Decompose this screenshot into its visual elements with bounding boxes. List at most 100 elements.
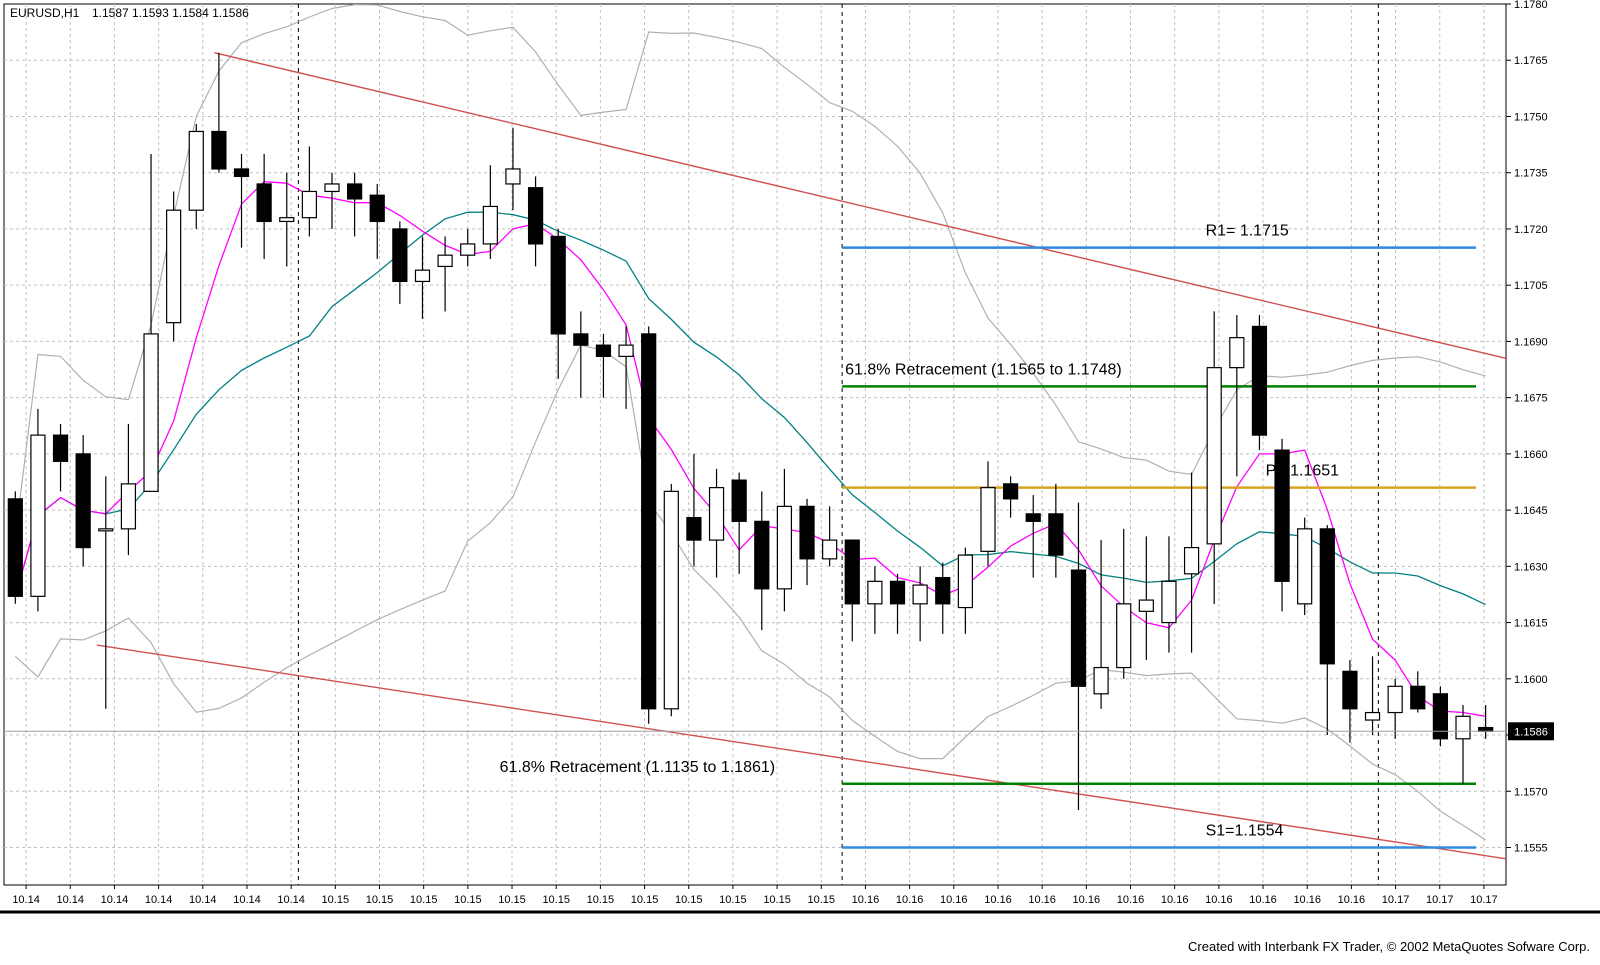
candle-bearish — [799, 505, 815, 560]
candle-bearish — [595, 344, 612, 358]
x-tick-label: 10.15 — [719, 894, 747, 906]
candle-bearish — [52, 434, 69, 462]
candle-bullish — [822, 539, 838, 560]
y-tick-label: 1.1600 — [1514, 674, 1548, 686]
candle-bullish — [1138, 599, 1154, 612]
candle-bullish — [1206, 367, 1222, 545]
candle-bearish — [7, 498, 23, 597]
candle-bearish — [1319, 528, 1335, 665]
channel-lower-line — [96, 644, 1507, 860]
x-tick-label: 10.15 — [454, 894, 482, 906]
candle-bullish — [120, 483, 137, 530]
candle-bullish — [143, 333, 159, 492]
y-tick-label: 1.1660 — [1514, 449, 1548, 461]
candle-bearish — [1432, 693, 1449, 740]
slow-moving-average-line — [14, 211, 1486, 606]
y-tick-label: 1.1750 — [1514, 111, 1548, 123]
y-tick-label: 1.1720 — [1514, 224, 1548, 236]
candle-bullish — [708, 487, 725, 541]
y-tick-label: 1.1615 — [1514, 618, 1548, 630]
current-price-label: 1.1586 — [1514, 726, 1548, 738]
y-tick-label: 1.1555 — [1514, 843, 1548, 855]
candle-bullish — [188, 130, 204, 211]
x-tick-label: 10.16 — [1028, 894, 1056, 906]
candle-bearish — [369, 194, 385, 223]
candle-bullish — [324, 183, 340, 193]
y-tick-label: 1.1780 — [1514, 0, 1548, 11]
candle-bearish — [935, 576, 951, 605]
y-tick-label: 1.1645 — [1514, 505, 1548, 517]
candle-bearish — [1048, 513, 1064, 556]
level-label-R1: R1= 1.1715 — [1206, 223, 1289, 240]
candle-bearish — [1274, 449, 1290, 582]
level-label-retrace-upper: 61.8% Retracement (1.1565 to 1.1748) — [845, 361, 1122, 378]
channel-upper-line — [214, 52, 1507, 359]
x-tick-label: 10.15 — [587, 894, 615, 906]
y-tick-label: 1.1765 — [1514, 55, 1548, 67]
x-tick-label: 10.15 — [807, 894, 835, 906]
x-tick-label: 10.14 — [56, 894, 84, 906]
x-tick-label: 10.16 — [1117, 894, 1145, 906]
candle-bullish — [912, 584, 928, 605]
candle-bearish — [1002, 483, 1019, 500]
x-tick-label: 10.14 — [145, 894, 173, 906]
current-price-tag — [1508, 722, 1554, 741]
candle-bullish — [301, 190, 317, 219]
x-tick-label: 10.14 — [12, 894, 40, 906]
candle-bullish — [957, 554, 973, 609]
candle-bullish — [1229, 337, 1245, 369]
candle-bearish — [256, 183, 272, 223]
x-tick-label: 10.17 — [1426, 894, 1454, 906]
plot-frame — [3, 3, 1507, 886]
candle-bullish — [1455, 715, 1471, 740]
candle-bullish — [30, 434, 46, 597]
candle-bullish — [867, 580, 883, 605]
candle-bearish — [731, 479, 747, 522]
candle-bearish — [573, 333, 589, 346]
x-tick-label: 10.14 — [189, 894, 217, 906]
y-tick-label: 1.1570 — [1514, 786, 1548, 798]
candle-bullish — [1183, 546, 1200, 575]
x-tick-label: 10.14 — [101, 894, 129, 906]
candle-bullish — [776, 505, 793, 590]
candle-bullish — [98, 528, 114, 532]
x-tick-label: 10.17 — [1470, 894, 1498, 906]
level-label-S1: S1=1.1554 — [1206, 823, 1284, 840]
x-tick-label: 10.15 — [542, 894, 570, 906]
candle-bullish — [482, 205, 498, 245]
candle-bearish — [641, 333, 657, 710]
x-tick-label: 10.17 — [1382, 894, 1410, 906]
candle-bearish — [1342, 670, 1358, 710]
candle-bearish — [844, 539, 860, 605]
x-tick-label: 10.14 — [233, 894, 261, 906]
candle-bullish — [505, 168, 521, 185]
x-tick-label: 10.15 — [410, 894, 438, 906]
y-tick-label: 1.1705 — [1514, 280, 1548, 292]
footer-credit: Created with Interbank FX Trader, © 2002… — [1188, 939, 1590, 954]
x-tick-label: 10.16 — [1293, 894, 1321, 906]
candle-bearish — [392, 228, 408, 283]
candle-bullish — [414, 269, 431, 283]
candle-bearish — [1070, 569, 1087, 687]
x-tick-label: 10.16 — [852, 894, 880, 906]
x-tick-label: 10.16 — [1205, 894, 1233, 906]
x-tick-label: 10.15 — [631, 894, 659, 906]
candle-bullish — [1093, 666, 1109, 695]
candle-bullish — [618, 344, 634, 358]
candle-bearish — [1410, 685, 1426, 710]
level-label-retrace-lower: 61.8% Retracement (1.1135 to 1.1861) — [500, 759, 775, 776]
candle-bearish — [527, 187, 544, 245]
candle-bullish — [1387, 685, 1403, 714]
candle-bullish — [460, 243, 476, 256]
candle-bearish — [1251, 325, 1268, 436]
candle-bearish — [1025, 513, 1041, 522]
candle-bullish — [1116, 603, 1132, 669]
y-tick-label: 1.1690 — [1514, 336, 1548, 348]
candle-bearish — [550, 235, 566, 335]
candle-bullish — [166, 209, 182, 324]
x-tick-label: 10.15 — [763, 894, 791, 906]
candle-bullish — [1161, 580, 1177, 624]
x-tick-label: 10.16 — [1073, 894, 1101, 906]
